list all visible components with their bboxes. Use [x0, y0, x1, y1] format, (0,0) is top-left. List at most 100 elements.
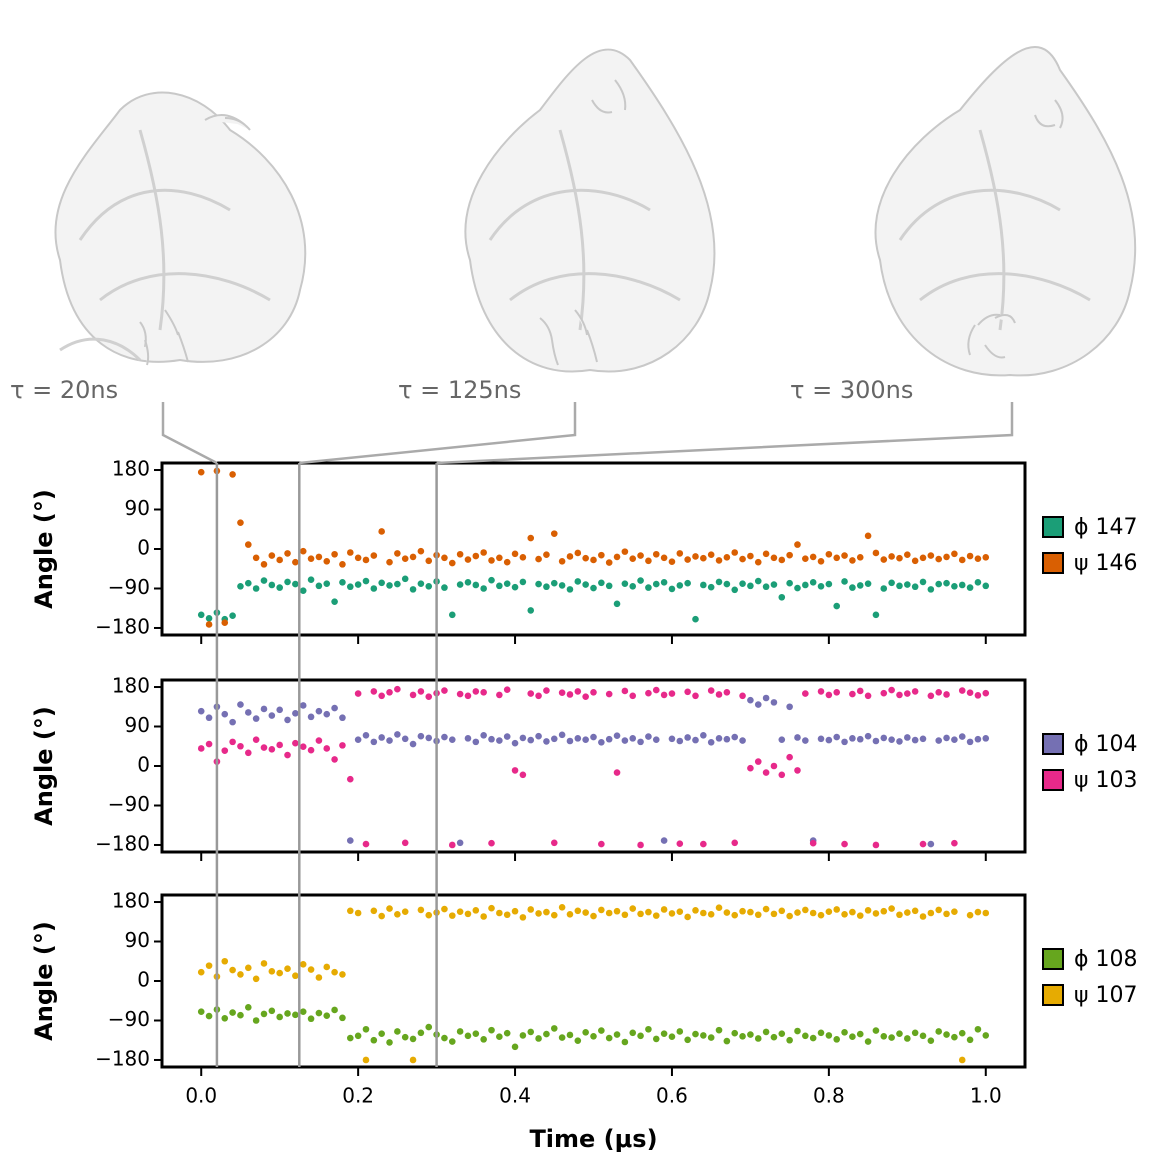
data-point [888, 736, 895, 743]
data-point [511, 907, 519, 915]
data-point [668, 910, 676, 917]
data-point [590, 556, 597, 564]
data-point [982, 735, 990, 742]
y-tick-label: 90 [125, 713, 150, 737]
data-point [684, 913, 691, 921]
data-point [409, 740, 417, 748]
data-point [339, 971, 346, 978]
data-point [762, 694, 770, 702]
data-point [794, 767, 801, 774]
data-point [346, 1034, 354, 1042]
data-point [598, 551, 605, 559]
data-point [864, 1038, 872, 1045]
data-point [598, 1027, 605, 1034]
data-point [864, 692, 872, 700]
data-point [825, 1032, 833, 1039]
data-point [778, 1030, 786, 1037]
data-point [527, 736, 535, 744]
data-point [543, 687, 550, 694]
data-point [417, 547, 425, 555]
data-point [268, 552, 276, 559]
data-point [849, 690, 856, 698]
data-point [856, 912, 864, 919]
data-point [786, 753, 793, 761]
data-point [911, 736, 919, 744]
data-point [496, 737, 503, 744]
data-point [943, 579, 950, 587]
data-point [904, 1035, 911, 1042]
data-point [378, 692, 385, 700]
data-point [472, 552, 480, 560]
data-point [684, 579, 691, 587]
data-point [378, 579, 385, 587]
data-point [637, 552, 644, 559]
data-point [904, 551, 911, 559]
data-point [417, 732, 425, 740]
data-point [197, 968, 205, 976]
data-point [425, 911, 433, 919]
data-point [550, 530, 558, 537]
data-point [480, 731, 487, 739]
data-point [448, 841, 456, 849]
data-point [417, 1029, 425, 1037]
y-tick-label: 180 [112, 889, 150, 913]
data-point [245, 749, 252, 757]
data-point [739, 907, 746, 915]
data-point [511, 1043, 519, 1051]
x-tick-label: 0.4 [499, 1084, 531, 1108]
data-point [292, 558, 299, 566]
data-point [511, 739, 519, 747]
data-point [276, 584, 283, 591]
data-point [535, 1035, 542, 1042]
data-point [707, 551, 715, 559]
data-point [958, 1056, 966, 1064]
data-point [747, 1031, 754, 1038]
data-point [590, 688, 597, 696]
y-tick-label: 180 [112, 457, 150, 481]
data-point [488, 904, 495, 912]
data-point [880, 734, 888, 742]
data-point [676, 582, 684, 589]
data-point [935, 737, 942, 744]
data-point [394, 911, 401, 918]
data-point [448, 736, 456, 743]
data-point [260, 705, 268, 713]
data-point [974, 692, 982, 699]
x-tick-label: 0.8 [813, 1084, 845, 1108]
data-point [723, 554, 731, 561]
data-point [417, 688, 425, 695]
data-point [574, 1037, 582, 1044]
data-point [582, 554, 589, 562]
data-point [864, 580, 872, 587]
data-point [817, 557, 825, 565]
data-point [668, 735, 676, 743]
data-point [417, 906, 425, 914]
data-point [354, 1032, 362, 1040]
data-point [558, 689, 566, 697]
data-point [872, 611, 880, 619]
data-point [543, 738, 550, 745]
data-point [229, 966, 236, 974]
legend-swatch [1042, 552, 1064, 574]
data-point [315, 1009, 323, 1017]
points-layer [197, 467, 990, 1064]
data-point [339, 579, 346, 586]
data-point [652, 736, 660, 743]
data-point [299, 587, 307, 594]
data-point [747, 696, 754, 704]
data-point [731, 733, 739, 741]
y-axis-label: Angle (°) [30, 489, 58, 609]
data-point [456, 1028, 464, 1035]
data-point [409, 1056, 417, 1064]
protein-125ns [464, 48, 716, 373]
data-point [323, 557, 331, 565]
data-point [496, 1033, 503, 1041]
data-point [723, 688, 731, 696]
data-point [958, 687, 966, 694]
data-point [786, 912, 793, 920]
data-point [715, 578, 723, 586]
data-point [252, 715, 260, 722]
data-point [488, 735, 495, 743]
data-point [802, 690, 809, 697]
data-point [221, 957, 229, 965]
